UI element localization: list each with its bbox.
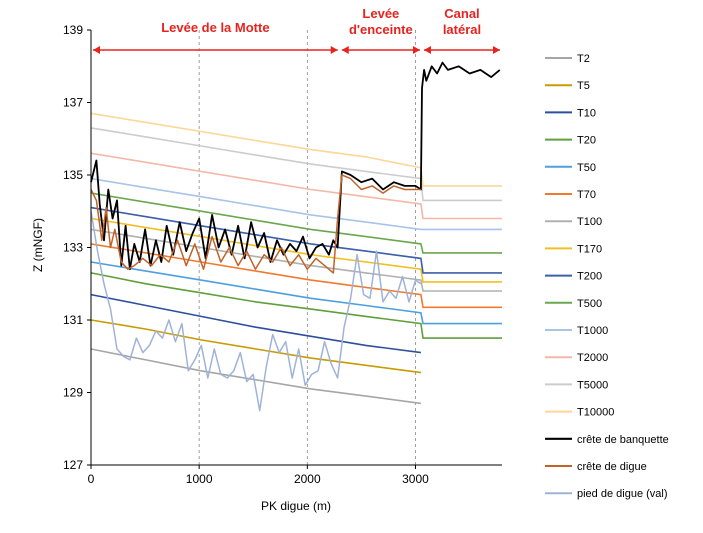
- legend-label: pied de digue (val): [577, 488, 668, 500]
- y-tick-label: 135: [63, 168, 83, 182]
- series-line-t20: [90, 272, 502, 339]
- x-tick-label: 1000: [186, 472, 213, 486]
- section-label: latéral: [443, 22, 481, 37]
- y-tick-label: 127: [63, 458, 83, 472]
- section-arrowhead-left: [423, 46, 431, 54]
- series-line-t500: [90, 192, 502, 254]
- profile-line-crete-de-banquette: [90, 61, 501, 271]
- section-label: Levée de la Motte: [161, 20, 269, 35]
- series-line-t2: [90, 348, 422, 405]
- series-line-t2000: [90, 152, 502, 220]
- legend-label: T2000: [577, 352, 608, 364]
- y-tick-label: 131: [63, 313, 83, 327]
- legend-label: crête de banquette: [577, 434, 669, 446]
- x-axis-title: PK digue (m): [261, 499, 331, 513]
- series-line-t5: [90, 319, 422, 374]
- x-tick-label: 3000: [402, 472, 429, 486]
- series-line-t1000: [90, 177, 502, 231]
- profile-line-crete-de-digue: [90, 174, 421, 274]
- legend-label: T1000: [577, 325, 608, 337]
- legend: T2 T5 T10 T20 T50 T70 T100 T170 T200 T500 T1000 T20…: [545, 53, 669, 500]
- series-line-t10000: [90, 112, 502, 187]
- legend-label: T70: [577, 189, 596, 201]
- legend-label: T200: [577, 271, 602, 283]
- series-line-t5000: [90, 127, 502, 202]
- section-arrowhead-right: [412, 46, 420, 54]
- y-tick-label: 133: [63, 241, 83, 255]
- legend-label: T100: [577, 216, 602, 228]
- series-lines: [90, 112, 502, 405]
- series-line-t200: [90, 206, 502, 274]
- series-line-t50: [90, 261, 502, 325]
- section-label: Canal: [444, 6, 479, 21]
- axes: 127 129 131 133 135 137 139 0 1000 2000 3000: [63, 23, 502, 486]
- y-axis-title: Z (mNGF): [31, 218, 45, 272]
- section-arrowhead-left: [341, 46, 349, 54]
- section-arrowhead-right: [493, 46, 500, 54]
- series-line-t70: [90, 243, 502, 309]
- y-tick-label: 137: [63, 96, 83, 110]
- legend-label: T10000: [577, 407, 614, 419]
- x-tick-label: 2000: [294, 472, 321, 486]
- x-tick-label: 0: [88, 472, 95, 486]
- legend-label: T500: [577, 298, 602, 310]
- legend-label: T5000: [577, 379, 608, 391]
- legend-label: T2: [577, 53, 590, 65]
- y-tick-label: 129: [63, 386, 83, 400]
- legend-label: T170: [577, 243, 602, 255]
- section-label: d'enceinte: [349, 22, 413, 37]
- series-line-t10: [90, 293, 422, 354]
- profile-lines: [90, 61, 501, 412]
- grid-lines: [198, 30, 416, 465]
- legend-label: T20: [577, 135, 596, 147]
- profile-line-pied-de-digue-val: [90, 211, 422, 412]
- section-arrowhead-left: [93, 46, 100, 54]
- section-arrowhead-right: [330, 46, 338, 54]
- y-tick-label: 139: [63, 23, 83, 37]
- legend-label: crête de digue: [577, 461, 647, 473]
- legend-label: T50: [577, 162, 596, 174]
- legend-label: T10: [577, 107, 596, 119]
- section-label: Levée: [362, 6, 399, 21]
- legend-label: T5: [577, 80, 590, 92]
